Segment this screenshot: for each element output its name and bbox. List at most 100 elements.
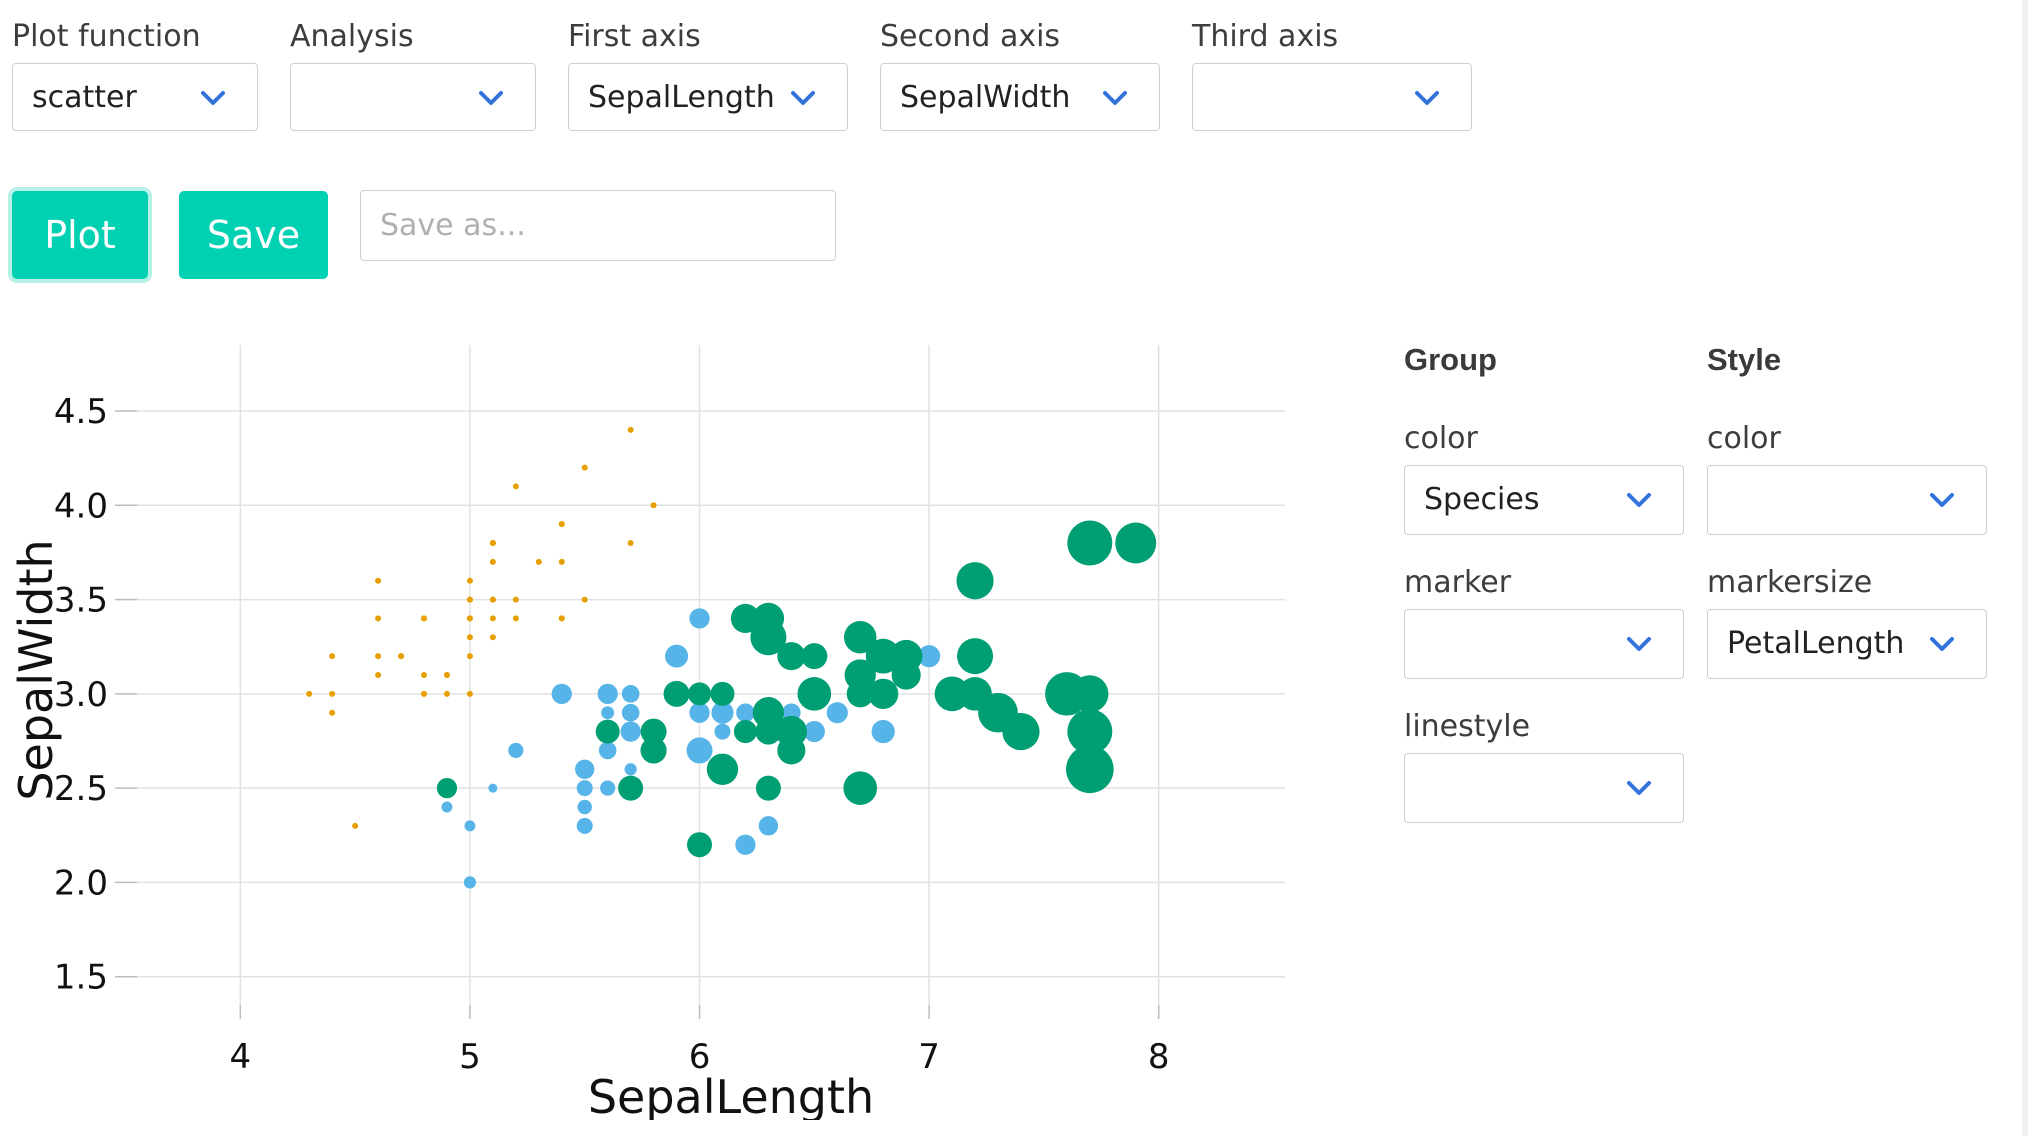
scatter-point: [1002, 712, 1040, 751]
scatter-point: [601, 706, 615, 720]
scatter-point: [624, 763, 637, 776]
style-heading: Style: [1707, 342, 1782, 377]
second-axis-select[interactable]: SepalWidth: [880, 63, 1160, 131]
scatter-point: [957, 638, 994, 675]
third-axis-select[interactable]: [1192, 63, 1472, 131]
style-color-label: color: [1707, 421, 1781, 456]
y-tick-label: 1.5: [54, 958, 108, 998]
scatter-point: [421, 615, 427, 622]
scatter-point: [710, 681, 735, 706]
x-tick-label: 4: [229, 1037, 251, 1077]
chevron-down-icon: [1627, 637, 1651, 651]
scatter-point: [598, 741, 617, 760]
first-axis-select[interactable]: SepalLength: [568, 63, 848, 131]
scatter-point: [918, 645, 941, 668]
save-button[interactable]: Save: [179, 191, 328, 279]
y-axis-label: SepalWidth: [9, 539, 63, 800]
x-tick-label: 7: [918, 1037, 940, 1077]
scatter-point: [665, 644, 689, 668]
chevron-down-icon: [791, 91, 815, 105]
scatter-point: [826, 702, 848, 724]
style-markersize-select[interactable]: PetalLength: [1707, 609, 1987, 679]
group-marker-select[interactable]: [1404, 609, 1684, 679]
style-markersize-value: PetalLength: [1727, 626, 1905, 661]
plot-button[interactable]: Plot: [12, 191, 148, 279]
chevron-down-icon: [1930, 493, 1954, 507]
scatter-point: [1067, 709, 1113, 755]
scatter-point: [558, 615, 565, 622]
scatter-point: [1067, 520, 1113, 566]
scatter-point: [466, 577, 473, 584]
analysis-label: Analysis: [290, 19, 414, 54]
chevron-down-icon: [1627, 493, 1651, 507]
scatter-point: [329, 690, 336, 697]
x-axis-label: SepalLength: [588, 1070, 874, 1120]
scatter-point: [775, 715, 808, 748]
scatter-point: [803, 720, 825, 743]
scatter-point: [956, 562, 994, 600]
scatter-point: [466, 690, 473, 697]
scatter-point: [352, 822, 359, 829]
scatter-point: [466, 634, 473, 641]
scatter-point: [597, 683, 618, 704]
group-marker-label: marker: [1404, 565, 1512, 600]
scatter-point: [687, 832, 713, 858]
scatter-point: [714, 723, 731, 740]
scatter-point: [627, 540, 634, 546]
analysis-select[interactable]: [290, 63, 536, 131]
scatter-point: [375, 615, 382, 622]
save-as-input[interactable]: [360, 190, 836, 261]
scatter-point: [730, 603, 761, 634]
scatter-point: [508, 742, 524, 759]
first-axis-value: SepalLength: [588, 80, 775, 115]
chevron-down-icon: [1930, 637, 1954, 651]
plot-function-select[interactable]: scatter: [12, 63, 258, 131]
scatter-point: [868, 678, 899, 709]
scatter-point: [535, 558, 542, 565]
scatter-point: [489, 596, 496, 603]
group-color-select[interactable]: Species: [1404, 465, 1684, 535]
scatter-point: [1071, 675, 1109, 713]
scatter-point: [640, 737, 667, 764]
scatter-point: [891, 660, 921, 690]
scatter-point: [843, 621, 877, 654]
scatter-point: [489, 558, 496, 565]
chevron-down-icon: [479, 91, 503, 105]
y-tick-label: 4.5: [54, 392, 108, 432]
scatter-point: [512, 483, 519, 490]
scatter-point: [421, 690, 427, 697]
scatter-point: [600, 780, 616, 796]
scatter-point: [443, 690, 450, 697]
scatter-point: [844, 659, 876, 691]
plot-function-value: scatter: [32, 80, 137, 115]
scatter-point: [735, 834, 756, 855]
scatter-point: [736, 703, 755, 722]
scatter-point: [443, 672, 450, 678]
scatter-point: [627, 426, 634, 433]
scatter-point: [777, 642, 806, 671]
scatter-chart: 4 5 6 7 8 1.5 2.0 2.5 3.0 3.5 4.0 4.5 SepalLength S…: [9, 345, 1285, 1120]
scatter-point: [466, 596, 473, 603]
scatter-point: [689, 608, 710, 629]
scatter-point: [577, 799, 592, 815]
third-axis-label: Third axis: [1192, 19, 1339, 54]
scatter-point: [306, 690, 313, 697]
scatter-point: [663, 680, 690, 707]
scatter-point: [489, 615, 496, 622]
y-tick-label: 2.0: [54, 863, 108, 903]
x-tick-label: 8: [1148, 1037, 1170, 1077]
second-axis-value: SepalWidth: [900, 80, 1071, 115]
chart-ticks: 4 5 6 7 8 1.5 2.0 2.5 3.0 3.5 4.0 4.5: [54, 392, 1170, 1077]
group-linestyle-select[interactable]: [1404, 753, 1684, 823]
style-color-select[interactable]: [1707, 465, 1987, 535]
scatter-point: [758, 816, 779, 836]
scatter-point: [463, 876, 477, 889]
x-tick-label: 6: [689, 1037, 711, 1077]
scatter-point: [558, 558, 565, 565]
scatter-point: [733, 720, 757, 744]
scatter-point: [488, 783, 498, 793]
scatter-point: [801, 643, 828, 670]
scatter-point: [436, 778, 458, 799]
scatter-point: [398, 653, 405, 660]
scatter-point: [688, 682, 712, 706]
